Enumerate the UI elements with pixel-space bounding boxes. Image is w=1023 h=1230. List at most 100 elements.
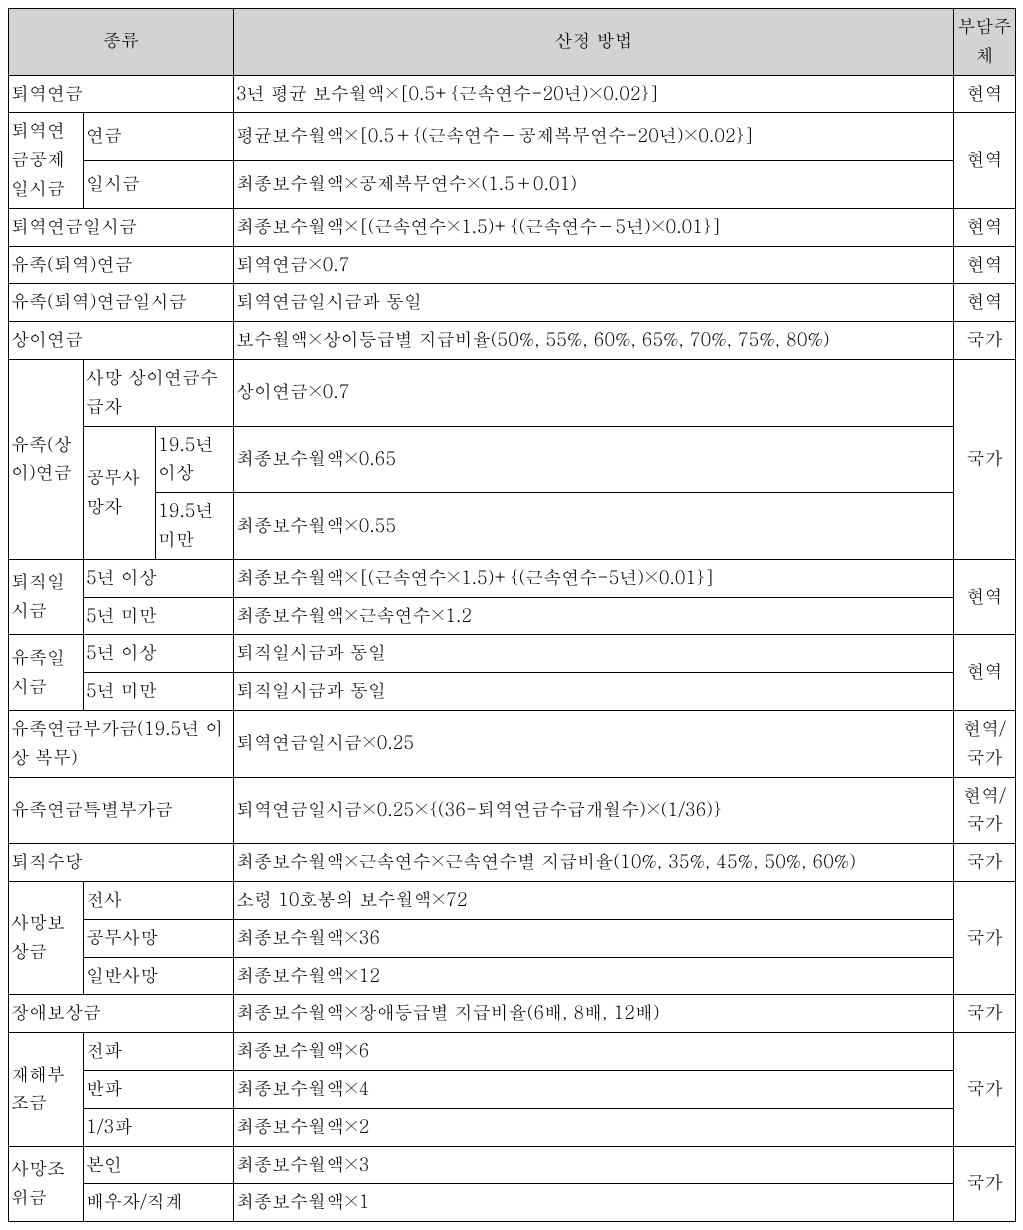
burden-cell: 국가 bbox=[954, 322, 1016, 360]
table-row: 일시금 최종보수월액×공제복무연수×(1.5＋0.01) bbox=[9, 161, 1016, 209]
method-cell: 최종보수월액×1 bbox=[234, 1184, 954, 1222]
type-cell: 퇴역연금 bbox=[9, 75, 234, 113]
header-burden: 부담주체 bbox=[954, 9, 1016, 76]
type-cell: 재해부조금 bbox=[9, 1033, 84, 1146]
method-cell: 최종보수월액×장애등급별 지급비율(6배, 8배, 12배) bbox=[234, 995, 954, 1033]
header-row: 종류 산정 방법 부담주체 bbox=[9, 9, 1016, 76]
method-cell: 평균보수월액×[0.5＋{(근속연수－공제복무연수-20년)×0.02}] bbox=[234, 113, 954, 161]
method-cell: 최종보수월액×36 bbox=[234, 919, 954, 957]
subtype-cell: 전파 bbox=[84, 1033, 234, 1071]
table-row: 유족연금특별부가금 퇴역연금일시금×0.25×{(36-퇴역연금수급개월수)×(… bbox=[9, 777, 1016, 844]
method-cell: 3년 평균 보수월액×[0.5+{근속연수-20년)×0.02}] bbox=[234, 75, 954, 113]
table-row: 유족(상이)연금 사망 상이연금수급자 상이연금×0.7 국가 bbox=[9, 359, 1016, 426]
type-cell: 사망보상금 bbox=[9, 881, 84, 994]
table-row: 유족(퇴역)연금 퇴역연금×0.7 현역 bbox=[9, 246, 1016, 284]
type-cell: 퇴역연금공제일시금 bbox=[9, 113, 84, 208]
table-row: 퇴역연금 3년 평균 보수월액×[0.5+{근속연수-20년)×0.02}] 현… bbox=[9, 75, 1016, 113]
burden-cell: 국가 bbox=[954, 1146, 1016, 1222]
method-cell: 최종보수월액×0.65 bbox=[234, 426, 954, 493]
burden-cell: 현역 bbox=[954, 635, 1016, 711]
method-cell: 퇴역연금일시금과 동일 bbox=[234, 284, 954, 322]
subtype-cell: 19.5년 이상 bbox=[156, 426, 234, 493]
table-row: 장애보상금 최종보수월액×장애등급별 지급비율(6배, 8배, 12배) 국가 bbox=[9, 995, 1016, 1033]
table-row: 상이연금 보수월액×상이등급별 지급비율(50%, 55%, 60%, 65%,… bbox=[9, 322, 1016, 360]
method-cell: 보수월액×상이등급별 지급비율(50%, 55%, 60%, 65%, 70%,… bbox=[234, 322, 954, 360]
subtype-cell: 5년 미만 bbox=[84, 597, 234, 635]
pension-calculation-table: 종류 산정 방법 부담주체 퇴역연금 3년 평균 보수월액×[0.5+{근속연수… bbox=[8, 8, 1016, 1222]
table-row: 반파 최종보수월액×4 bbox=[9, 1070, 1016, 1108]
subtype-cell: 사망 상이연금수급자 bbox=[84, 359, 234, 426]
subtype-cell: 본인 bbox=[84, 1146, 234, 1184]
type-cell: 유족연금특별부가금 bbox=[9, 777, 234, 844]
subtype-cell: 반파 bbox=[84, 1070, 234, 1108]
table-row: 사망조위금 본인 최종보수월액×3 국가 bbox=[9, 1146, 1016, 1184]
table-row: 공무사망자 19.5년 이상 최종보수월액×0.65 bbox=[9, 426, 1016, 493]
type-cell: 유족일시금 bbox=[9, 635, 84, 711]
table-row: 재해부조금 전파 최종보수월액×6 국가 bbox=[9, 1033, 1016, 1071]
type-cell: 퇴직수당 bbox=[9, 844, 234, 882]
table-row: 유족일시금 5년 이상 퇴직일시금과 동일 현역 bbox=[9, 635, 1016, 673]
type-cell: 퇴역연금일시금 bbox=[9, 208, 234, 246]
table-row: 퇴역연금공제일시금 연금 평균보수월액×[0.5＋{(근속연수－공제복무연수-2… bbox=[9, 113, 1016, 161]
type-cell: 장애보상금 bbox=[9, 995, 234, 1033]
method-cell: 최종보수월액×2 bbox=[234, 1108, 954, 1146]
subtype-cell: 5년 미만 bbox=[84, 673, 234, 711]
burden-cell: 현역 bbox=[954, 208, 1016, 246]
method-cell: 최종보수월액×6 bbox=[234, 1033, 954, 1071]
method-cell: 퇴역연금일시금×0.25 bbox=[234, 710, 954, 777]
burden-cell: 현역 bbox=[954, 284, 1016, 322]
table-row: 일반사망 최종보수월액×12 bbox=[9, 957, 1016, 995]
table-row: 19.5년 미만 최종보수월액×0.55 bbox=[9, 493, 1016, 560]
method-cell: 최종보수월액×4 bbox=[234, 1070, 954, 1108]
burden-cell: 국가 bbox=[954, 1033, 1016, 1146]
subtype-cell: 공무사망 bbox=[84, 919, 234, 957]
burden-cell: 국가 bbox=[954, 844, 1016, 882]
table-row: 퇴직수당 최종보수월액×근속연수×근속연수별 지급비율(10%, 35%, 45… bbox=[9, 844, 1016, 882]
method-cell: 최종보수월액×[(근속연수×1.5)+{(근속연수－5년)×0.01}] bbox=[234, 208, 954, 246]
method-cell: 최종보수월액×3 bbox=[234, 1146, 954, 1184]
type-cell: 사망조위금 bbox=[9, 1146, 84, 1222]
burden-cell: 현역 bbox=[954, 75, 1016, 113]
method-cell: 최종보수월액×[(근속연수×1.5)+{(근속연수-5년)×0.01}] bbox=[234, 559, 954, 597]
burden-cell: 현역 bbox=[954, 559, 1016, 635]
burden-cell: 국가 bbox=[954, 995, 1016, 1033]
method-cell: 상이연금×0.7 bbox=[234, 359, 954, 426]
method-cell: 최종보수월액×공제복무연수×(1.5＋0.01) bbox=[234, 161, 954, 209]
table-row: 공무사망 최종보수월액×36 bbox=[9, 919, 1016, 957]
subtype-cell: 전사 bbox=[84, 881, 234, 919]
method-cell: 최종보수월액×근속연수×근속연수별 지급비율(10%, 35%, 45%, 50… bbox=[234, 844, 954, 882]
method-cell: 퇴역연금×0.7 bbox=[234, 246, 954, 284]
table-row: 유족연금부가금(19.5년 이상 복무) 퇴역연금일시금×0.25 현역/국가 bbox=[9, 710, 1016, 777]
burden-cell: 현역/국가 bbox=[954, 777, 1016, 844]
method-cell: 퇴역연금일시금×0.25×{(36-퇴역연금수급개월수)×(1/36)} bbox=[234, 777, 954, 844]
burden-cell: 현역/국가 bbox=[954, 710, 1016, 777]
type-cell: 퇴직일시금 bbox=[9, 559, 84, 635]
header-method: 산정 방법 bbox=[234, 9, 954, 76]
table-row: 1/3파 최종보수월액×2 bbox=[9, 1108, 1016, 1146]
method-cell: 최종보수월액×0.55 bbox=[234, 493, 954, 560]
table-row: 퇴직일시금 5년 이상 최종보수월액×[(근속연수×1.5)+{(근속연수-5년… bbox=[9, 559, 1016, 597]
subtype-cell: 일반사망 bbox=[84, 957, 234, 995]
method-cell: 퇴직일시금과 동일 bbox=[234, 673, 954, 711]
table-row: 퇴역연금일시금 최종보수월액×[(근속연수×1.5)+{(근속연수－5년)×0.… bbox=[9, 208, 1016, 246]
subtype-cell: 19.5년 미만 bbox=[156, 493, 234, 560]
method-cell: 퇴직일시금과 동일 bbox=[234, 635, 954, 673]
subtype-cell: 연금 bbox=[84, 113, 234, 161]
table-row: 사망보상금 전사 소령 10호봉의 보수월액×72 국가 bbox=[9, 881, 1016, 919]
subtype-cell: 1/3파 bbox=[84, 1108, 234, 1146]
burden-cell: 국가 bbox=[954, 881, 1016, 994]
type-cell: 유족(퇴역)연금일시금 bbox=[9, 284, 234, 322]
subtype-cell: 배우자/직계 bbox=[84, 1184, 234, 1222]
subtype-cell: 일시금 bbox=[84, 161, 234, 209]
type-cell: 유족연금부가금(19.5년 이상 복무) bbox=[9, 710, 234, 777]
method-cell: 최종보수월액×12 bbox=[234, 957, 954, 995]
type-cell: 유족(퇴역)연금 bbox=[9, 246, 234, 284]
type-cell: 상이연금 bbox=[9, 322, 234, 360]
subtype-cell: 5년 이상 bbox=[84, 635, 234, 673]
table-row: 5년 미만 퇴직일시금과 동일 bbox=[9, 673, 1016, 711]
subtype-cell: 공무사망자 bbox=[84, 426, 156, 559]
burden-cell: 현역 bbox=[954, 113, 1016, 208]
table-row: 유족(퇴역)연금일시금 퇴역연금일시금과 동일 현역 bbox=[9, 284, 1016, 322]
method-cell: 소령 10호봉의 보수월액×72 bbox=[234, 881, 954, 919]
method-cell: 최종보수월액×근속연수×1.2 bbox=[234, 597, 954, 635]
